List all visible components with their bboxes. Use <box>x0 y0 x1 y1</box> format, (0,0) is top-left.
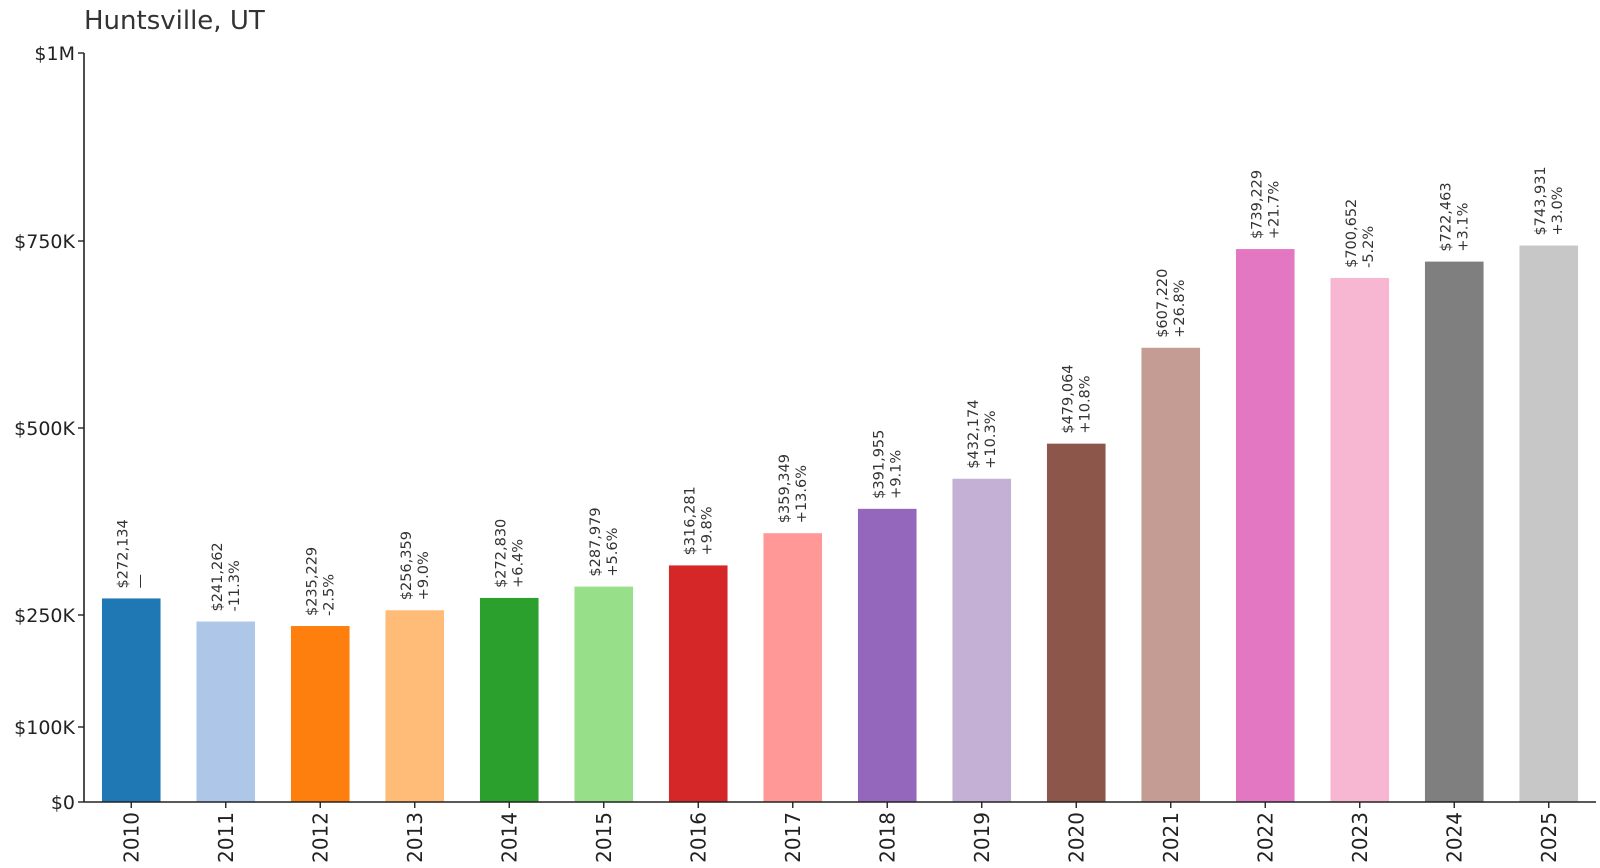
bar-change-label: +10.3% <box>983 411 999 469</box>
x-tick-label: 2020 <box>1064 812 1088 863</box>
y-tick-label: $500K <box>14 418 75 440</box>
bar-2024 <box>1424 261 1484 803</box>
bar-2015 <box>574 586 634 802</box>
x-tick-label: 2011 <box>214 812 238 863</box>
bar-change-label: +13.6% <box>794 465 810 523</box>
bar-change-label: +3.1% <box>1455 203 1471 252</box>
bar-2018 <box>857 508 917 802</box>
x-tick-label: 2025 <box>1537 812 1561 863</box>
x-tick-label: 2013 <box>403 812 427 863</box>
bar-value-label: $607,220 <box>1155 269 1171 338</box>
x-tick-label: 2016 <box>686 812 710 863</box>
bar-2020 <box>1046 443 1106 802</box>
y-tick-label: $1M <box>34 43 75 65</box>
bar-2016 <box>668 565 728 802</box>
bar-change-label: +26.8% <box>1172 280 1188 338</box>
x-tick-label: 2015 <box>592 812 616 863</box>
x-tick-label: 2018 <box>875 812 899 863</box>
bar-value-label: $479,064 <box>1060 364 1076 433</box>
x-tick-label: 2012 <box>308 812 332 863</box>
bar-2019 <box>952 478 1012 802</box>
x-tick-label: 2014 <box>497 812 521 863</box>
bar-value-label: $432,174 <box>966 400 982 469</box>
bar-value-label: $287,979 <box>588 507 604 576</box>
y-tick-label: $750K <box>14 231 75 253</box>
x-tick-label: 2010 <box>119 812 143 863</box>
bar-change-label: +9.8% <box>699 506 715 555</box>
bar-change-label: — <box>132 574 148 589</box>
x-tick-label: 2022 <box>1253 812 1277 863</box>
chart-title: Huntsville, UT <box>84 6 265 36</box>
bar-change-label: +21.7% <box>1266 181 1282 239</box>
bar-2017 <box>763 533 823 802</box>
bar-change-label: +9.1% <box>888 450 904 499</box>
bar-2011 <box>196 621 256 802</box>
bar-value-label: $316,281 <box>682 486 698 555</box>
x-tick-label: 2017 <box>781 812 805 863</box>
bar-2010 <box>101 598 161 802</box>
x-tick-label: 2019 <box>970 812 994 863</box>
bar-change-label: +3.0% <box>1550 187 1566 236</box>
bar-change-label: -11.3% <box>227 560 243 611</box>
bar-value-label: $256,359 <box>399 531 415 600</box>
bar-value-label: $359,349 <box>777 454 793 523</box>
bar-2023 <box>1330 277 1390 802</box>
bar-value-label: $722,463 <box>1438 182 1454 251</box>
bars-layer <box>101 245 1579 803</box>
bar-2013 <box>385 610 445 802</box>
bar-change-label: +10.8% <box>1077 375 1093 433</box>
x-axis-ticks: 2010 2011 2012 2013 2014 2015 2016 2017 2018 2019… <box>119 802 1561 863</box>
bar-change-label: -2.5% <box>321 574 337 616</box>
bar-change-label: +5.6% <box>605 528 621 577</box>
bar-labels-layer: $272,134— $241,262 -11.3% $235,229 -2.5% $256… <box>115 166 1566 616</box>
y-axis-ticks: $0 $100K $250K $500K $750K $1M <box>14 43 84 814</box>
bar-change-label: +6.4% <box>510 539 526 588</box>
x-tick-label: 2023 <box>1348 812 1372 863</box>
bar-2014 <box>479 597 539 802</box>
y-tick-label: $100K <box>14 717 75 739</box>
bar-change-label: +9.0% <box>416 551 432 600</box>
bar-value-label: $272,134 <box>115 519 131 588</box>
bar-value-label: $235,229 <box>304 547 320 616</box>
bar-change-label: -5.2% <box>1361 226 1377 268</box>
bar-2021 <box>1141 347 1201 802</box>
y-tick-label: $0 <box>51 792 75 814</box>
bar-value-label: $391,955 <box>871 430 887 499</box>
x-tick-label: 2021 <box>1159 812 1183 863</box>
bar-value-label: $272,830 <box>493 519 509 588</box>
bar-value-label: $241,262 <box>210 542 226 611</box>
bar-2012 <box>290 626 350 802</box>
bar-2025 <box>1519 245 1579 802</box>
bar-value-label: $743,931 <box>1533 166 1549 235</box>
x-tick-label: 2024 <box>1442 812 1466 863</box>
y-tick-label: $250K <box>14 605 75 627</box>
bar-2022 <box>1235 249 1295 802</box>
bar-value-label: $739,229 <box>1249 170 1265 239</box>
bar-value-label: $700,652 <box>1344 199 1360 268</box>
